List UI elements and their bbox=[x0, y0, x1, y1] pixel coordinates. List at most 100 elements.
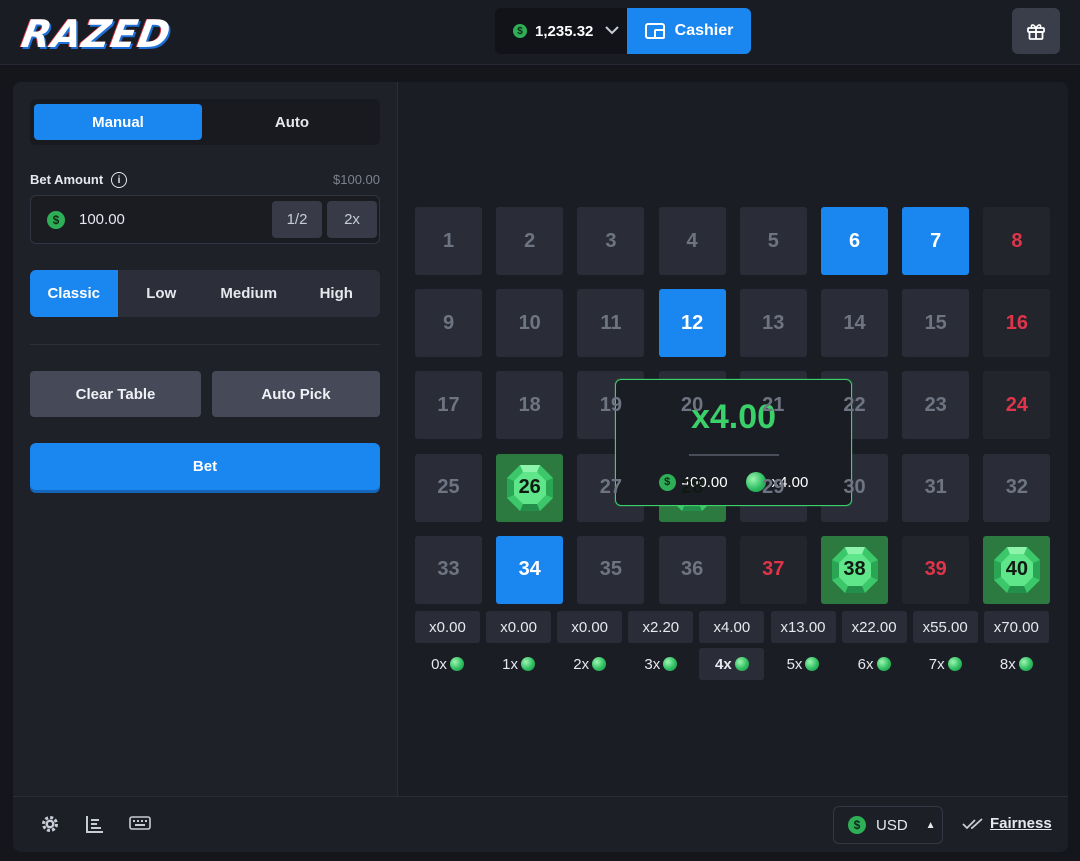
tile-23[interactable]: 23 bbox=[902, 371, 970, 440]
tile-number: 2 bbox=[524, 229, 536, 252]
gem-icon bbox=[449, 657, 464, 671]
hit-count: 7x bbox=[913, 648, 978, 680]
bet-amount-value[interactable]: 100.00 bbox=[79, 211, 125, 228]
tile-14[interactable]: 14 bbox=[821, 289, 888, 358]
tile-2[interactable]: 2 bbox=[496, 207, 564, 275]
divider bbox=[30, 344, 380, 345]
tile-number: 4 bbox=[686, 229, 698, 252]
tile-number: 40 bbox=[1005, 558, 1029, 581]
tile-13[interactable]: 13 bbox=[739, 289, 807, 358]
gem-icon bbox=[1018, 657, 1033, 671]
win-gem-multiplier: x4.00 bbox=[771, 473, 809, 491]
tile-number: 32 bbox=[1005, 476, 1029, 499]
tile-11[interactable]: 11 bbox=[577, 289, 645, 358]
payout-multiplier: x2.20 bbox=[628, 611, 694, 643]
currency-selector[interactable]: $ USD ▲ bbox=[833, 806, 943, 844]
fairness-link[interactable]: Fairness bbox=[962, 815, 1052, 832]
tile-12[interactable]: 12 bbox=[658, 289, 726, 358]
tile-number: 20 bbox=[680, 393, 704, 416]
settings-icon[interactable] bbox=[40, 814, 60, 839]
tile-37[interactable]: 37 bbox=[739, 535, 807, 604]
gift-button[interactable] bbox=[1012, 8, 1060, 54]
tile-3[interactable]: 3 bbox=[577, 207, 645, 275]
payout-multiplier: x55.00 bbox=[912, 611, 978, 643]
gem-icon bbox=[592, 657, 607, 671]
tile-34[interactable]: 34 bbox=[496, 535, 564, 604]
tile-15[interactable]: 15 bbox=[902, 289, 970, 358]
tile-10[interactable]: 10 bbox=[496, 289, 564, 358]
tile-number: 38 bbox=[843, 558, 866, 581]
hit-count-label: 2x bbox=[573, 655, 590, 673]
game-container: Manual Auto Bet Amount i $100.00 $ 100.0… bbox=[13, 82, 1068, 852]
tile-16[interactable]: 16 bbox=[983, 289, 1051, 358]
dollar-coin-icon: $ bbox=[47, 211, 65, 229]
payout-multiplier: x13.00 bbox=[770, 611, 836, 643]
tab-auto[interactable]: Auto bbox=[274, 113, 310, 131]
tile-38[interactable]: 38 bbox=[821, 535, 888, 604]
hit-count-label: 6x bbox=[857, 655, 874, 673]
clear-table-button[interactable]: Clear Table bbox=[30, 371, 201, 417]
info-icon[interactable]: i bbox=[111, 172, 127, 188]
bet-max-value: $100.00 bbox=[333, 172, 380, 187]
risk-low[interactable]: Low bbox=[146, 285, 177, 302]
tile-25[interactable]: 25 bbox=[415, 453, 482, 522]
double-bet-button[interactable]: 2x bbox=[327, 201, 377, 238]
tile-5[interactable]: 5 bbox=[739, 207, 807, 275]
hit-count-label: 3x bbox=[644, 655, 661, 673]
balance-amount: 1,235.32 bbox=[535, 22, 594, 40]
bet-controls-panel: Manual Auto Bet Amount i $100.00 $ 100.0… bbox=[13, 82, 398, 796]
tile-33[interactable]: 33 bbox=[415, 535, 482, 604]
tile-number: 5 bbox=[767, 229, 779, 252]
tile-number: 30 bbox=[843, 476, 866, 499]
tile-35[interactable]: 35 bbox=[577, 535, 645, 604]
tile-8[interactable]: 8 bbox=[983, 207, 1051, 275]
tile-number: 31 bbox=[924, 476, 947, 499]
tile-32[interactable]: 32 bbox=[983, 453, 1051, 522]
bet-button[interactable]: Bet bbox=[30, 443, 380, 490]
tile-1[interactable]: 1 bbox=[415, 207, 482, 275]
cashier-button[interactable]: Cashier bbox=[627, 8, 751, 54]
half-bet-button[interactable]: 1/2 bbox=[272, 201, 322, 238]
hit-count: 3x bbox=[628, 648, 693, 680]
tile-number: 35 bbox=[599, 558, 623, 581]
gem-icon bbox=[805, 657, 820, 671]
auto-pick-button[interactable]: Auto Pick bbox=[212, 371, 380, 417]
tile-26[interactable]: 26 bbox=[496, 453, 564, 522]
bet-amount-field[interactable]: $ 100.00 1/2 2x bbox=[30, 195, 380, 244]
tile-number: 36 bbox=[680, 558, 704, 581]
tile-7[interactable]: 7 bbox=[902, 207, 970, 275]
tile-40[interactable]: 40 bbox=[983, 535, 1051, 604]
tile-number: 15 bbox=[924, 311, 947, 334]
bet-amount-label-row: Bet Amount i $100.00 bbox=[30, 172, 380, 190]
mode-tabs: Manual Auto bbox=[30, 99, 380, 145]
tile-number: 18 bbox=[518, 393, 541, 416]
tile-39[interactable]: 39 bbox=[902, 535, 970, 604]
tile-31[interactable]: 31 bbox=[902, 453, 970, 522]
tile-17[interactable]: 17 bbox=[415, 371, 482, 440]
gem-icon bbox=[521, 657, 536, 671]
balance-selector[interactable]: $ 1,235.32 bbox=[495, 8, 627, 54]
tile-36[interactable]: 36 bbox=[658, 535, 726, 604]
stats-icon[interactable] bbox=[85, 814, 105, 839]
gem-icon bbox=[947, 657, 962, 671]
risk-classic[interactable]: Classic bbox=[30, 270, 118, 317]
hit-count-label: 8x bbox=[999, 655, 1016, 673]
payout-multiplier: x70.00 bbox=[983, 611, 1049, 643]
tile-4[interactable]: 4 bbox=[658, 207, 726, 275]
tile-18[interactable]: 18 bbox=[496, 371, 564, 440]
double-check-icon bbox=[962, 817, 983, 829]
tile-6[interactable]: 6 bbox=[821, 207, 888, 275]
keyboard-icon[interactable] bbox=[129, 816, 151, 835]
gem-icon bbox=[876, 657, 891, 671]
tile-9[interactable]: 9 bbox=[415, 289, 482, 358]
tile-number: 29 bbox=[762, 476, 785, 499]
tile-24[interactable]: 24 bbox=[983, 371, 1051, 440]
razed-logo[interactable]: RAZED bbox=[18, 12, 175, 56]
caret-up-icon: ▲ bbox=[925, 819, 936, 831]
tab-manual[interactable]: Manual bbox=[34, 104, 202, 140]
tile-number: 12 bbox=[680, 311, 704, 334]
tile-number: 22 bbox=[843, 393, 866, 416]
risk-high[interactable]: High bbox=[319, 285, 353, 302]
hit-count: 4x bbox=[699, 648, 765, 680]
risk-medium[interactable]: Medium bbox=[220, 285, 278, 302]
